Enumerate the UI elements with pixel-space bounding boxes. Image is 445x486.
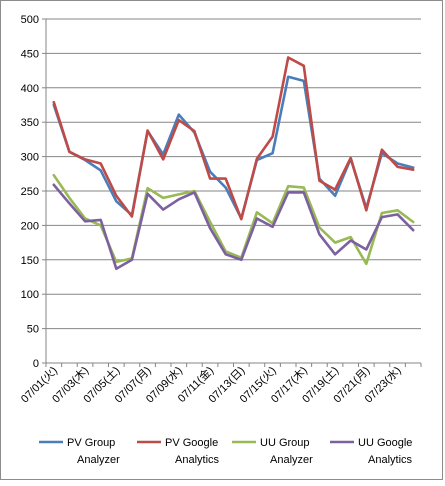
- series-lines: [52, 56, 415, 271]
- legend-label-line2: Analytics: [175, 454, 220, 466]
- y-tick-label: 400: [21, 83, 39, 95]
- series-line-2: [52, 56, 415, 221]
- y-tick-label: 0: [33, 358, 39, 370]
- legend: PV Group Analyzer PV Google Analytics UU Gro…: [39, 437, 413, 466]
- y-tick-label: 250: [21, 186, 39, 198]
- y-tick-label: 300: [21, 152, 39, 164]
- legend-label-line2: Analyzer: [77, 454, 120, 466]
- legend-label-line2: Analyzer: [270, 454, 313, 466]
- axes: [42, 18, 422, 367]
- y-tick-label: 350: [21, 117, 39, 129]
- y-tick-label: 150: [21, 255, 39, 267]
- legend-label-line1: PV Google: [165, 437, 218, 449]
- legend-item: UU Group Analyzer: [232, 437, 313, 466]
- gridlines: [46, 18, 421, 330]
- legend-item: UU Google Analytics: [330, 437, 413, 466]
- y-axis-tick-labels: 0 50 100 150 200 250 300 350 400 450 500: [21, 14, 39, 370]
- legend-label-line1: UU Group: [260, 437, 310, 449]
- legend-item: PV Google Analytics: [137, 437, 220, 466]
- y-tick-label: 500: [21, 14, 39, 26]
- series-line-4: [52, 183, 415, 271]
- y-tick-label: 50: [27, 324, 39, 336]
- y-tick-label: 100: [21, 289, 39, 301]
- x-axis-tick-labels: 07/01(火)07/03(木)07/05(土)07/07(月)07/09(水)…: [19, 363, 404, 405]
- legend-item: PV Group Analyzer: [39, 437, 120, 466]
- legend-label-line1: PV Group: [67, 437, 115, 449]
- y-tick-label: 200: [21, 220, 39, 232]
- legend-label-line2: Analytics: [368, 454, 413, 466]
- legend-label-line1: UU Google: [358, 437, 412, 449]
- y-tick-label: 450: [21, 48, 39, 60]
